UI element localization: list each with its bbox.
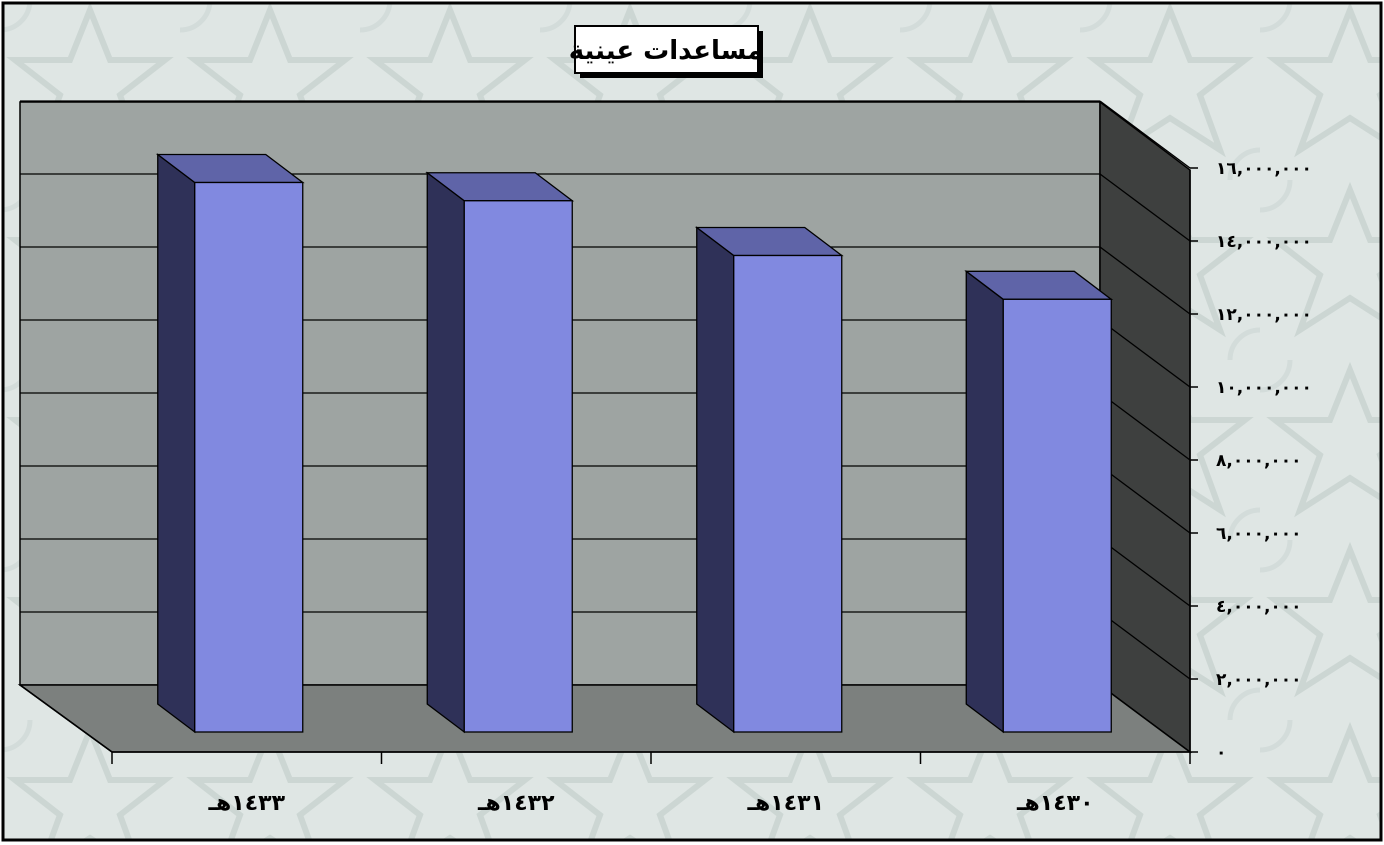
bar [694, 226, 844, 734]
y-tick-label: ٦,٠٠٠,٠٠٠ [1216, 524, 1302, 544]
gridline-side [1099, 465, 1191, 534]
bars [155, 153, 1114, 734]
x-tick-label: ١٤٣٠هـ [1016, 791, 1094, 816]
bar-front [194, 181, 304, 733]
y-tick-label: ١٦,٠٠٠,٠٠٠ [1216, 159, 1312, 179]
bar-side [965, 269, 1004, 734]
y-tick-label: ١٢,٠٠٠,٠٠٠ [1216, 305, 1312, 325]
gridline-side [1099, 246, 1191, 315]
bar-side [157, 153, 196, 734]
bar [964, 269, 1114, 734]
y-tick-label: ٤,٠٠٠,٠٠٠ [1216, 597, 1302, 617]
x-axis: ١٤٣٣هـ ١٤٣٢هـ ١٤٣١هـ ١٤٣٠هـ [19, 684, 1191, 816]
x-tick-label: ١٤٣٢هـ [477, 791, 555, 816]
y-tick-label: ٠ [1216, 743, 1226, 763]
gridline-side [1099, 611, 1191, 680]
bar-front [1002, 298, 1112, 733]
x-tick-label: ١٤٣١هـ [747, 791, 825, 816]
bar-side [696, 226, 735, 734]
x-tick-label: ١٤٣٣هـ [208, 791, 286, 816]
bar-front [463, 200, 573, 733]
gridline-side [1099, 538, 1191, 607]
y-tick-label: ٢,٠٠٠,٠٠٠ [1216, 670, 1302, 690]
bar [425, 171, 575, 734]
gridline-side [1099, 173, 1191, 242]
gridline-side [1099, 319, 1191, 388]
y-tick-label: ١٠,٠٠٠,٠٠٠ [1216, 378, 1312, 398]
bar [155, 153, 305, 734]
gridline-side [1099, 100, 1191, 169]
y-tick-label: ٨,٠٠٠,٠٠٠ [1216, 451, 1302, 471]
bar-front [733, 254, 843, 733]
y-axis: ٠ ٢,٠٠٠,٠٠٠ ٤,٠٠٠,٠٠٠ ٦,٠٠٠,٠٠٠ ٨,٠٠٠,٠٠٠ ١٠,… [1189, 159, 1312, 763]
y-tick-label: ١٤,٠٠٠,٠٠٠ [1216, 232, 1312, 252]
bar-side [426, 171, 465, 734]
chart-title: مساعدات عينية [569, 36, 764, 66]
gridline-side [1099, 392, 1191, 461]
chart-title-box: مساعدات عينية [569, 25, 764, 78]
left-floor-edge [19, 684, 113, 753]
